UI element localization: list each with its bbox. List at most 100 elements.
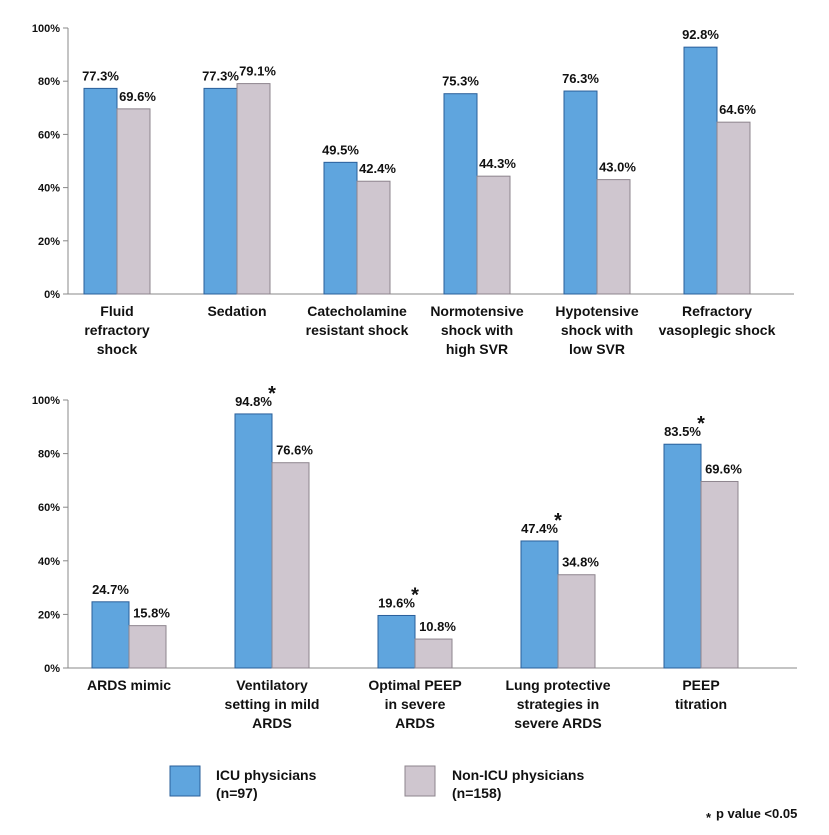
y-tick-label: 60% — [38, 502, 60, 514]
legend-icu-swatch — [169, 765, 201, 797]
y-tick-label: 80% — [38, 76, 60, 88]
category-label-line: high SVR — [446, 341, 508, 357]
category-label-line: ARDS — [252, 715, 292, 731]
data-label-icu: 47.4% — [521, 521, 558, 536]
top-chart: 0%20%40%60%80%100%77.3%69.6%Fluid refract… — [32, 23, 794, 357]
data-label-icu: 92.8% — [682, 27, 719, 42]
y-tick-label: 0% — [44, 289, 60, 301]
y-tick-label: 100% — [32, 23, 60, 35]
legend-icu-label-line1: ICU physicians — [216, 767, 317, 783]
bar-non-icu — [271, 462, 310, 669]
category-label-line: ARDS mimic — [87, 677, 171, 693]
category-label-line: Lung protective — [505, 677, 610, 693]
category-label: Lung protective strategies in severe ARDS — [505, 677, 610, 731]
bar-non-icu — [557, 574, 596, 669]
y-tick-label: 100% — [32, 395, 60, 407]
bar-icu — [91, 601, 130, 669]
y-tick-label: 40% — [38, 183, 60, 195]
category-label: Sedation — [207, 303, 266, 319]
category-label-line: severe ARDS — [514, 715, 601, 731]
data-label-icu: 77.3% — [82, 68, 119, 83]
category-label-line: shock with — [441, 322, 513, 338]
footnote: * p value <0.05 — [706, 806, 797, 825]
category-label: ARDS mimic — [87, 677, 171, 693]
bar-icu — [234, 413, 273, 669]
category-label-line: vasoplegic shock — [659, 322, 776, 338]
y-tick-label: 20% — [38, 236, 60, 248]
category-label-line: in severe — [385, 696, 446, 712]
data-label-icu: 19.6% — [378, 595, 415, 610]
data-label-icu: 94.8% — [235, 394, 272, 409]
category-label: Hypotensive shock with low SVR — [555, 303, 638, 357]
bar-icu — [83, 87, 118, 295]
footnote-star: * — [706, 810, 712, 825]
data-label-non-icu: 42.4% — [359, 161, 396, 176]
bar-icu — [323, 161, 358, 295]
legend: ICU physicians (n=97) Non-ICU physicians… — [169, 765, 584, 801]
category-label: PEEP titration — [675, 677, 727, 712]
category-label-line: Ventilatory — [236, 677, 308, 693]
category-label-line: shock with — [561, 322, 633, 338]
legend-non-icu-swatch — [404, 765, 436, 797]
significance-star: * — [554, 510, 562, 532]
bar-icu — [520, 540, 559, 669]
bar-non-icu — [700, 480, 739, 669]
bar-non-icu — [356, 180, 391, 295]
category-label-line: resistant shock — [306, 322, 409, 338]
category-label-line: Fluid — [100, 303, 133, 319]
category-label: Refractory vasoplegic shock — [659, 303, 776, 338]
category-label-line: Normotensive — [430, 303, 524, 319]
category-label: Catecholamine resistant shock — [306, 303, 409, 338]
data-label-non-icu: 69.6% — [119, 89, 156, 104]
category-label: Ventilatory setting in mild ARDS — [225, 677, 320, 731]
bar-non-icu — [128, 625, 167, 669]
significance-star: * — [268, 383, 276, 405]
category-label-line: refractory — [84, 322, 150, 338]
data-label-icu: 49.5% — [322, 142, 359, 157]
category-label-line: Hypotensive — [555, 303, 638, 319]
legend-non-icu-label-line2: (n=158) — [452, 785, 501, 801]
data-label-non-icu: 43.0% — [599, 160, 636, 175]
category-label-line: Sedation — [207, 303, 266, 319]
data-label-icu: 75.3% — [442, 74, 479, 89]
bar-non-icu — [236, 83, 271, 295]
bar-icu — [203, 87, 238, 295]
y-tick-label: 80% — [38, 449, 60, 461]
data-label-non-icu: 34.8% — [562, 555, 599, 570]
y-tick-label: 40% — [38, 556, 60, 568]
significance-star: * — [697, 413, 705, 435]
category-label-line: ARDS — [395, 715, 435, 731]
bottom-chart: 0% 20% 40% 60% 80% 100% 24.7% 15.8% ARDS mimic 94… — [32, 383, 797, 731]
legend-icu-label-line2: (n=97) — [216, 785, 258, 801]
bar-icu — [563, 90, 598, 295]
category-label-line: setting in mild — [225, 696, 320, 712]
category-label-line: titration — [675, 696, 727, 712]
category-label-line: Refractory — [682, 303, 752, 319]
category-label: Optimal PEEP in severe ARDS — [368, 677, 461, 731]
footnote-text: p value <0.05 — [716, 806, 797, 821]
bar-non-icu — [116, 108, 151, 295]
data-label-icu: 24.7% — [92, 582, 129, 597]
data-label-non-icu: 69.6% — [705, 461, 742, 476]
bar-icu — [377, 614, 416, 669]
category-label-line: low SVR — [569, 341, 625, 357]
bar-non-icu — [596, 179, 631, 295]
category-label-line: PEEP — [682, 677, 719, 693]
y-tick-label: 60% — [38, 129, 60, 141]
significance-star: * — [411, 584, 419, 606]
category-label-line: strategies in — [517, 696, 599, 712]
data-label-icu: 77.3% — [202, 68, 239, 83]
bar-non-icu — [476, 175, 511, 295]
bar-icu — [663, 443, 702, 669]
data-label-non-icu: 76.6% — [276, 443, 313, 458]
bar-non-icu — [716, 121, 751, 295]
data-label-non-icu: 44.3% — [479, 156, 516, 171]
category-label-line: shock — [97, 341, 138, 357]
category-label-line: Optimal PEEP — [368, 677, 461, 693]
bar-non-icu — [414, 638, 453, 669]
bar-icu — [443, 93, 478, 295]
category-label: Normotensive shock with high SVR — [430, 303, 524, 357]
data-label-non-icu: 10.8% — [419, 619, 456, 634]
category-label: Fluid refractory shock — [84, 303, 150, 357]
data-label-non-icu: 64.6% — [719, 102, 756, 117]
